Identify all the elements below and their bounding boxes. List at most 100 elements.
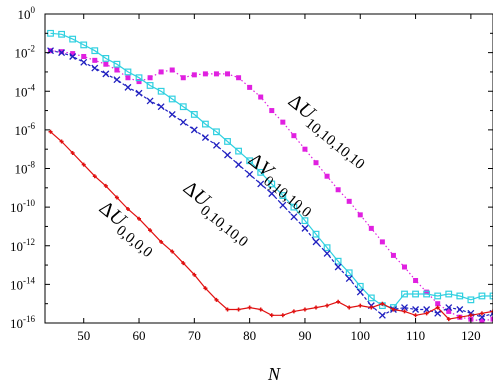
data-point xyxy=(345,269,353,277)
series-layer xyxy=(47,29,493,323)
data-point xyxy=(346,198,352,204)
data-point xyxy=(169,67,175,73)
data-point xyxy=(80,58,88,66)
x-tick-label: 100 xyxy=(351,328,371,343)
y-tick-label: 10-16 xyxy=(10,314,35,331)
data-point xyxy=(190,126,198,134)
data-point xyxy=(280,119,286,125)
data-point xyxy=(113,76,121,84)
data-point xyxy=(113,60,121,68)
data-point xyxy=(479,318,485,323)
data-point xyxy=(456,292,464,300)
data-point xyxy=(268,190,276,198)
data-point xyxy=(334,257,342,265)
series-3 xyxy=(48,129,493,322)
data-point xyxy=(302,146,308,152)
data-point xyxy=(168,110,176,118)
data-point xyxy=(291,133,297,139)
data-point xyxy=(202,71,208,77)
data-point xyxy=(212,141,220,149)
data-point xyxy=(224,151,231,159)
data-point xyxy=(491,309,493,314)
data-point xyxy=(423,290,431,298)
data-point xyxy=(401,304,408,312)
data-point xyxy=(191,72,197,78)
data-point xyxy=(434,309,442,317)
y-tick-label: 10-14 xyxy=(10,275,35,292)
data-point xyxy=(301,217,309,225)
data-point xyxy=(358,303,363,308)
data-point xyxy=(91,47,99,55)
data-point xyxy=(434,292,442,300)
data-point xyxy=(58,30,65,38)
data-point xyxy=(69,53,77,60)
data-point xyxy=(347,305,352,310)
data-point xyxy=(335,187,341,193)
data-point xyxy=(479,311,484,316)
data-point xyxy=(423,306,431,313)
data-point xyxy=(103,61,109,67)
data-point xyxy=(159,239,164,244)
data-point xyxy=(136,79,142,85)
data-point xyxy=(125,75,131,81)
data-point xyxy=(158,69,164,75)
y-tick-label: 10-10 xyxy=(10,198,35,215)
data-point xyxy=(291,309,296,314)
y-tick-label: 10-12 xyxy=(10,237,35,254)
data-point xyxy=(201,120,209,128)
data-point xyxy=(236,307,241,312)
data-point xyxy=(235,147,242,155)
data-point xyxy=(258,307,263,312)
data-point xyxy=(490,316,493,322)
data-point xyxy=(456,306,464,313)
data-point xyxy=(356,288,364,296)
labels-layer: 50 60 70 80 90 100 110 120 100 10-2 10-4 10-6 10-8 10… xyxy=(10,5,481,384)
data-point xyxy=(369,305,374,310)
data-point xyxy=(435,301,441,307)
data-point xyxy=(201,134,209,142)
data-point xyxy=(146,82,154,89)
data-point xyxy=(301,224,309,232)
data-point xyxy=(279,201,287,209)
curve-label-3: ΔU0,0,0,0 xyxy=(92,197,162,261)
data-point xyxy=(302,307,307,312)
data-point xyxy=(168,95,176,103)
data-point xyxy=(114,67,120,73)
data-point xyxy=(424,311,429,316)
x-tick-label: 50 xyxy=(77,328,90,343)
data-point xyxy=(92,57,98,63)
data-point xyxy=(58,49,66,57)
y-tick-label: 10-2 xyxy=(15,44,36,61)
data-point xyxy=(225,307,230,312)
data-point xyxy=(103,183,108,188)
data-point xyxy=(457,315,462,320)
data-point xyxy=(268,180,276,188)
data-point xyxy=(102,55,110,62)
x-tick-label: 90 xyxy=(298,328,311,343)
data-point xyxy=(114,195,119,200)
data-point xyxy=(313,160,319,166)
data-point xyxy=(81,53,87,59)
data-point xyxy=(380,301,385,306)
data-point xyxy=(379,239,385,245)
data-point xyxy=(180,75,186,81)
data-point xyxy=(157,87,165,95)
data-point xyxy=(257,168,265,176)
data-point xyxy=(157,103,165,111)
data-point xyxy=(257,180,265,188)
data-point xyxy=(314,305,319,310)
data-point xyxy=(91,64,99,72)
data-point xyxy=(402,309,407,314)
data-point xyxy=(368,225,374,231)
data-point xyxy=(247,84,253,90)
data-point xyxy=(246,170,254,178)
data-point xyxy=(445,304,453,312)
data-point xyxy=(59,139,64,144)
data-point xyxy=(213,128,220,136)
data-point xyxy=(378,311,386,319)
series-line-1 xyxy=(50,32,493,309)
data-point xyxy=(367,294,375,302)
data-point xyxy=(124,68,132,76)
x-tick-label: 70 xyxy=(188,328,201,343)
